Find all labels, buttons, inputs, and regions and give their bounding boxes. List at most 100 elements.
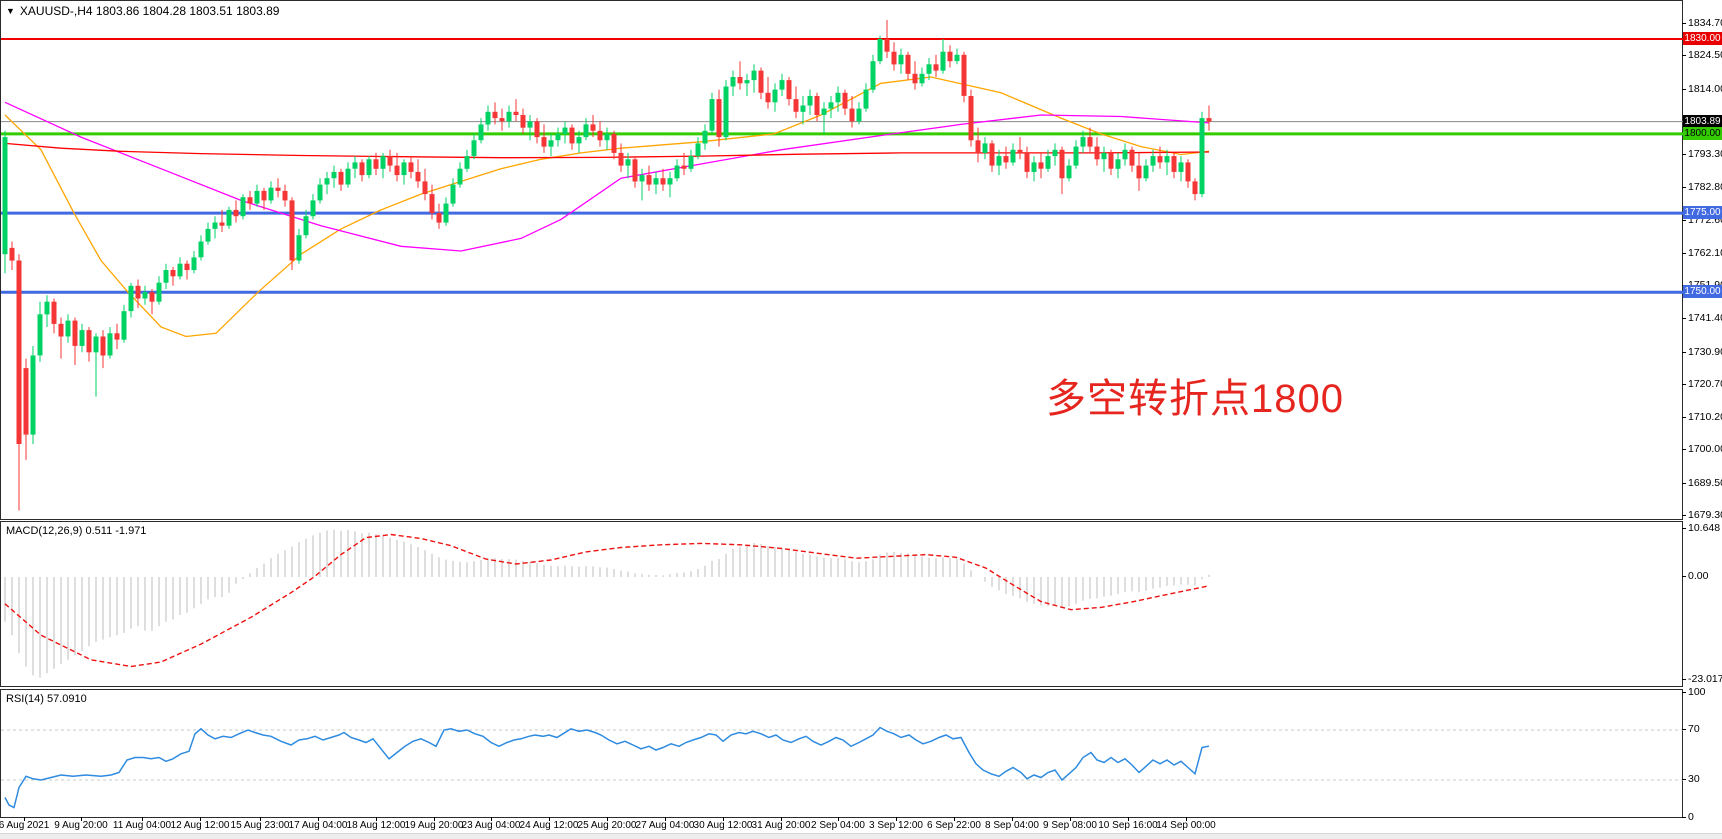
candle-body bbox=[1017, 149, 1023, 153]
support-1750-badge: 1750.00 bbox=[1683, 285, 1722, 298]
candle-body bbox=[415, 171, 421, 182]
candle-body bbox=[576, 137, 582, 144]
candle-body bbox=[1157, 156, 1163, 163]
candle-body bbox=[380, 156, 386, 169]
ma-magenta-line bbox=[4, 101, 1210, 252]
candle-body bbox=[1129, 149, 1135, 166]
candle-body bbox=[562, 127, 568, 134]
candle-body bbox=[653, 178, 659, 185]
candle-body bbox=[660, 178, 666, 185]
time-tick-label: 11 Aug 04:00 bbox=[112, 820, 172, 831]
candle-body bbox=[989, 143, 995, 166]
candle-body bbox=[79, 330, 85, 346]
candle-body bbox=[961, 54, 967, 96]
candle-body bbox=[604, 133, 610, 141]
candle-body bbox=[842, 92, 848, 109]
macd-label: MACD(12,26,9) 0.511 -1.971 bbox=[6, 525, 147, 537]
candle-body bbox=[401, 162, 407, 176]
candle-body bbox=[1185, 162, 1191, 182]
bottom-scroll-strip bbox=[0, 833, 1722, 839]
current-price-badge: 1803.89 bbox=[1683, 115, 1722, 128]
price-chart-panel[interactable] bbox=[0, 0, 1683, 520]
candle-body bbox=[555, 133, 561, 141]
time-tick-mark bbox=[1186, 817, 1187, 821]
candle-body bbox=[1073, 146, 1079, 166]
rsi-tick-label: 70 bbox=[1688, 723, 1700, 735]
candle-body bbox=[716, 99, 722, 138]
axis-tick-mark bbox=[1682, 576, 1686, 577]
time-tick-mark bbox=[1070, 817, 1071, 821]
time-tick-label: 18 Aug 12:00 bbox=[346, 820, 406, 831]
candle-body bbox=[905, 54, 911, 74]
candle-body bbox=[884, 39, 890, 52]
candle-body bbox=[170, 270, 176, 277]
candle-body bbox=[800, 105, 806, 112]
candle-body bbox=[695, 143, 701, 157]
time-tick-label: 3 Sep 12:00 bbox=[869, 820, 923, 831]
candle-body bbox=[324, 178, 330, 185]
price-tick-label: 1824.50 bbox=[1688, 49, 1722, 61]
macd-indicator-panel[interactable] bbox=[0, 521, 1683, 687]
candle-body bbox=[23, 368, 29, 435]
time-tick-mark bbox=[665, 817, 666, 821]
candle-body bbox=[709, 99, 715, 131]
rsi-indicator-panel[interactable] bbox=[0, 689, 1683, 818]
candle-body bbox=[1087, 137, 1093, 147]
price-tick-label: 1730.90 bbox=[1688, 346, 1722, 358]
candle-body bbox=[1171, 156, 1177, 172]
rsi-chart[interactable] bbox=[1, 690, 1684, 819]
candle-body bbox=[597, 130, 603, 141]
candle-body bbox=[1101, 152, 1107, 160]
resistance-1830-badge: 1830.00 bbox=[1683, 32, 1722, 45]
axis-tick-mark bbox=[1682, 89, 1686, 90]
candle-body bbox=[898, 54, 904, 65]
rsi-tick-label: 0 bbox=[1688, 811, 1694, 823]
candle-body bbox=[492, 111, 498, 119]
candle-body bbox=[583, 124, 589, 138]
candle-body bbox=[849, 108, 855, 122]
time-tick-mark bbox=[376, 817, 377, 821]
time-tick-mark bbox=[723, 817, 724, 821]
time-tick-label: 17 Aug 04:00 bbox=[288, 820, 348, 831]
time-tick-label: 24 Aug 12:00 bbox=[519, 820, 579, 831]
time-tick-mark bbox=[607, 817, 608, 821]
candlestick-chart[interactable] bbox=[1, 1, 1684, 521]
candle-body bbox=[219, 222, 225, 226]
candle-body bbox=[1031, 162, 1037, 172]
candle-body bbox=[870, 61, 876, 90]
candle-body bbox=[1199, 118, 1205, 195]
candle-body bbox=[674, 165, 680, 179]
candle-body bbox=[1066, 165, 1072, 179]
macd-signal-line bbox=[4, 533, 1210, 668]
axis-tick-mark bbox=[1682, 528, 1686, 529]
candle-body bbox=[254, 190, 260, 204]
axis-tick-mark bbox=[1682, 55, 1686, 56]
candle-body bbox=[422, 181, 428, 195]
axis-tick-mark bbox=[1682, 483, 1686, 484]
candle-body bbox=[590, 124, 596, 131]
time-tick-label: 6 Sep 22:00 bbox=[927, 820, 981, 831]
candle-body bbox=[639, 175, 645, 182]
candle-body bbox=[541, 137, 547, 147]
candle-body bbox=[268, 187, 274, 201]
candle-body bbox=[940, 51, 946, 71]
candle-body bbox=[954, 54, 960, 62]
candle-body bbox=[1003, 156, 1009, 163]
macd-chart[interactable] bbox=[1, 522, 1684, 688]
candle-body bbox=[163, 270, 169, 283]
candle-body bbox=[856, 108, 862, 122]
candle-body bbox=[807, 96, 813, 106]
candle-body bbox=[513, 111, 519, 115]
candle-body bbox=[828, 102, 834, 109]
candle-body bbox=[408, 162, 414, 172]
candle-body bbox=[9, 247, 15, 261]
candle-body bbox=[499, 118, 505, 122]
candle-body bbox=[58, 323, 64, 337]
candle-body bbox=[1059, 149, 1065, 179]
candle-body bbox=[646, 175, 652, 185]
candle-body bbox=[457, 168, 463, 185]
candle-body bbox=[303, 216, 309, 236]
candle-body bbox=[744, 80, 750, 84]
candle-body bbox=[429, 194, 435, 214]
candle-body bbox=[177, 263, 183, 277]
